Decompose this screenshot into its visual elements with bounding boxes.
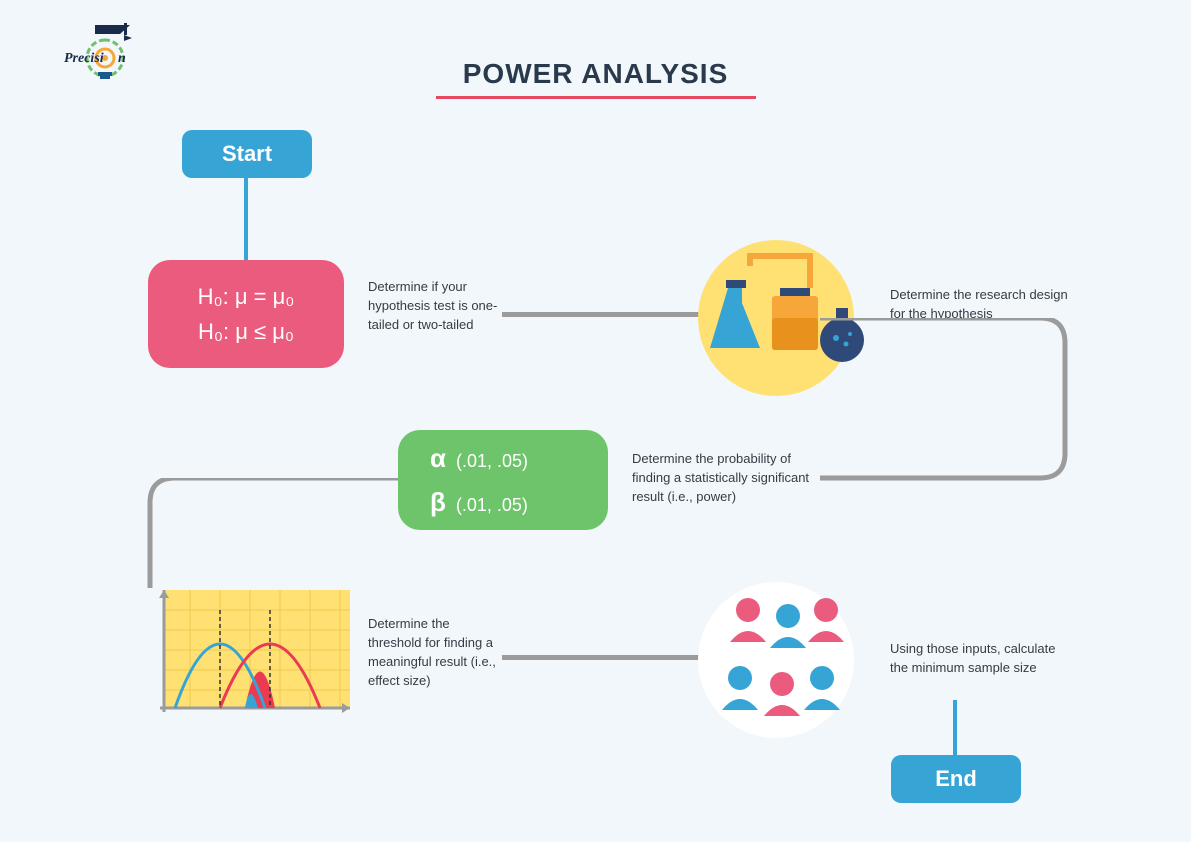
step3-box: α α (.01, .05)(.01, .05) β (.01, .05) [398, 430, 608, 530]
step3-rowB: β (.01, .05) [430, 480, 528, 524]
page-title: POWER ANALYSIS [0, 58, 1191, 90]
step1-desc: Determine if your hypothesis test is one… [368, 278, 503, 335]
connector-step2-step3 [820, 318, 1080, 488]
step4-desc: Determine the threshold for finding a me… [368, 615, 503, 690]
step1-row2: H₀: μ ≤ μ₀ [198, 314, 294, 349]
start-label: Start [222, 141, 272, 167]
end-node: End [891, 755, 1021, 803]
connector-step4-step5 [502, 655, 710, 660]
step1-row1: H₀: μ = μ₀ [198, 279, 295, 314]
effect-size-chart [150, 590, 350, 720]
start-node: Start [182, 130, 312, 178]
step3-rowA: α α (.01, .05)(.01, .05) [430, 436, 528, 480]
title-underline [436, 96, 756, 99]
step3-desc: Determine the probability of finding a s… [632, 450, 817, 507]
people-icon [700, 580, 860, 740]
connector-end-up [953, 700, 957, 755]
connector-start-down [244, 178, 248, 260]
step1-box: H₀: μ = μ₀ H₀: μ ≤ μ₀ [148, 260, 344, 368]
connector-step1-step2 [502, 312, 710, 317]
end-label: End [935, 766, 977, 792]
step5-desc: Using those inputs, calculate the minimu… [890, 640, 1075, 678]
